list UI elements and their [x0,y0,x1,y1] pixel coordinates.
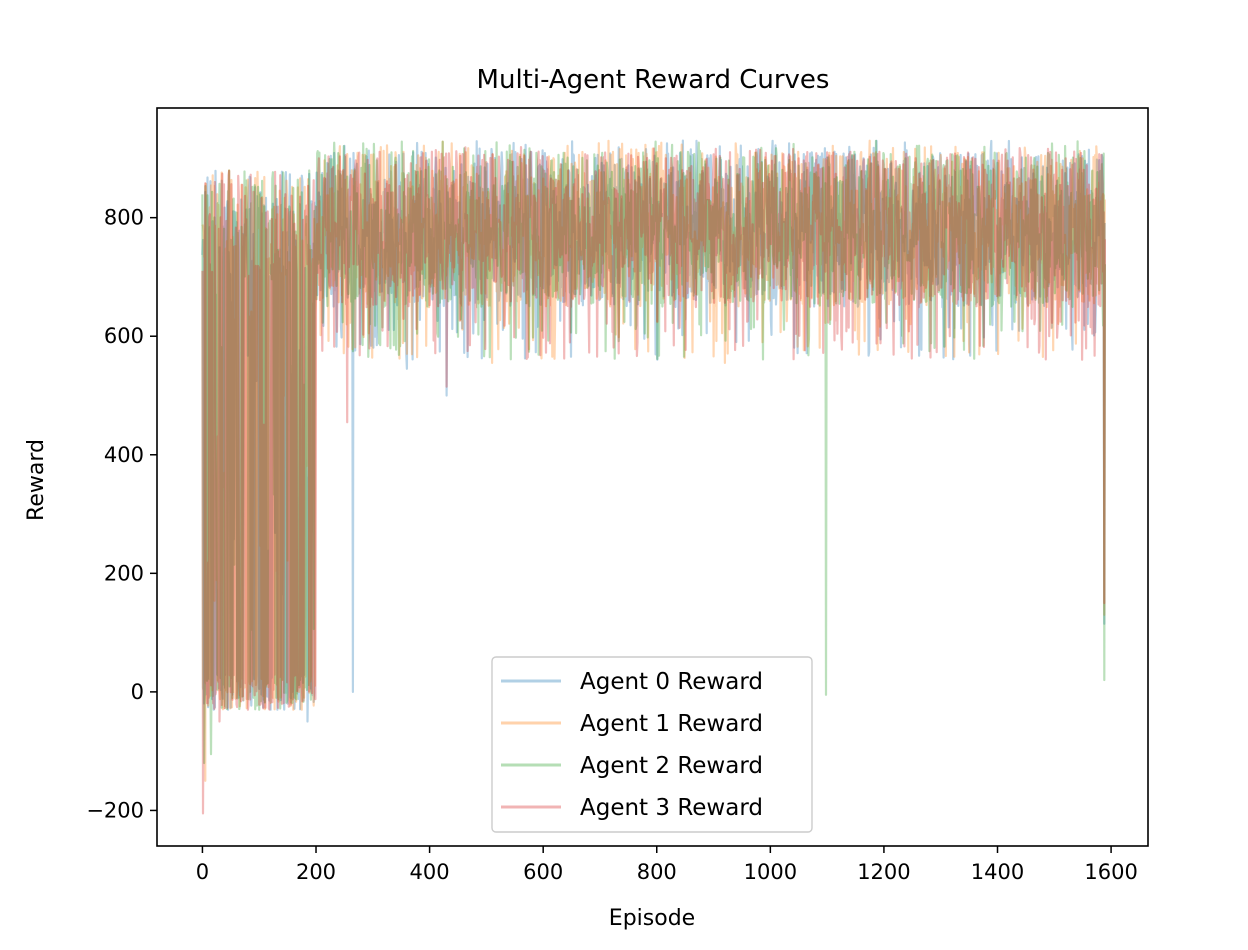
x-tick-label: 1000 [744,860,797,884]
series-line-agent-0 [201,139,1106,723]
legend-label: Agent 0 Reward [580,669,763,695]
series-layer [201,139,1106,815]
y-tick-label: 0 [131,680,144,704]
legend-label: Agent 1 Reward [580,711,763,737]
x-tick-label: 0 [196,860,209,884]
y-tick-label: −200 [86,798,144,822]
x-tick-label: 400 [410,860,450,884]
x-tick-label: 1600 [1084,860,1137,884]
x-axis-label: Episode [609,906,695,931]
legend-label: Agent 2 Reward [580,753,763,779]
y-tick-label: 800 [104,206,144,230]
legend-frame [491,656,813,833]
x-tick-label: 1200 [857,860,910,884]
legend-label: Agent 3 Reward [580,795,763,821]
series-line-agent-2 [201,139,1106,765]
x-tick-label: 1400 [971,860,1024,884]
series-line-agent-1 [201,139,1106,782]
x-tick-label: 600 [523,860,563,884]
y-tick-label: 600 [104,324,144,348]
plot-frame [156,107,1149,847]
legend: Agent 0 Reward Agent 1 Reward Agent 2 Rewa… [491,656,813,833]
y-axis-label: Reward [24,439,49,521]
series-line-agent-3 [201,146,1106,815]
chart-title: Multi-Agent Reward Curves [477,65,830,95]
y-tick-label: 400 [104,443,144,467]
x-tick-label: 800 [637,860,677,884]
y-axis: −200 0 200 400 600 800 [86,206,157,822]
x-tick-label: 200 [296,860,336,884]
y-tick-label: 200 [104,561,144,585]
x-axis: 0 200 400 600 800 1000 1200 1400 1600 [196,846,1138,884]
